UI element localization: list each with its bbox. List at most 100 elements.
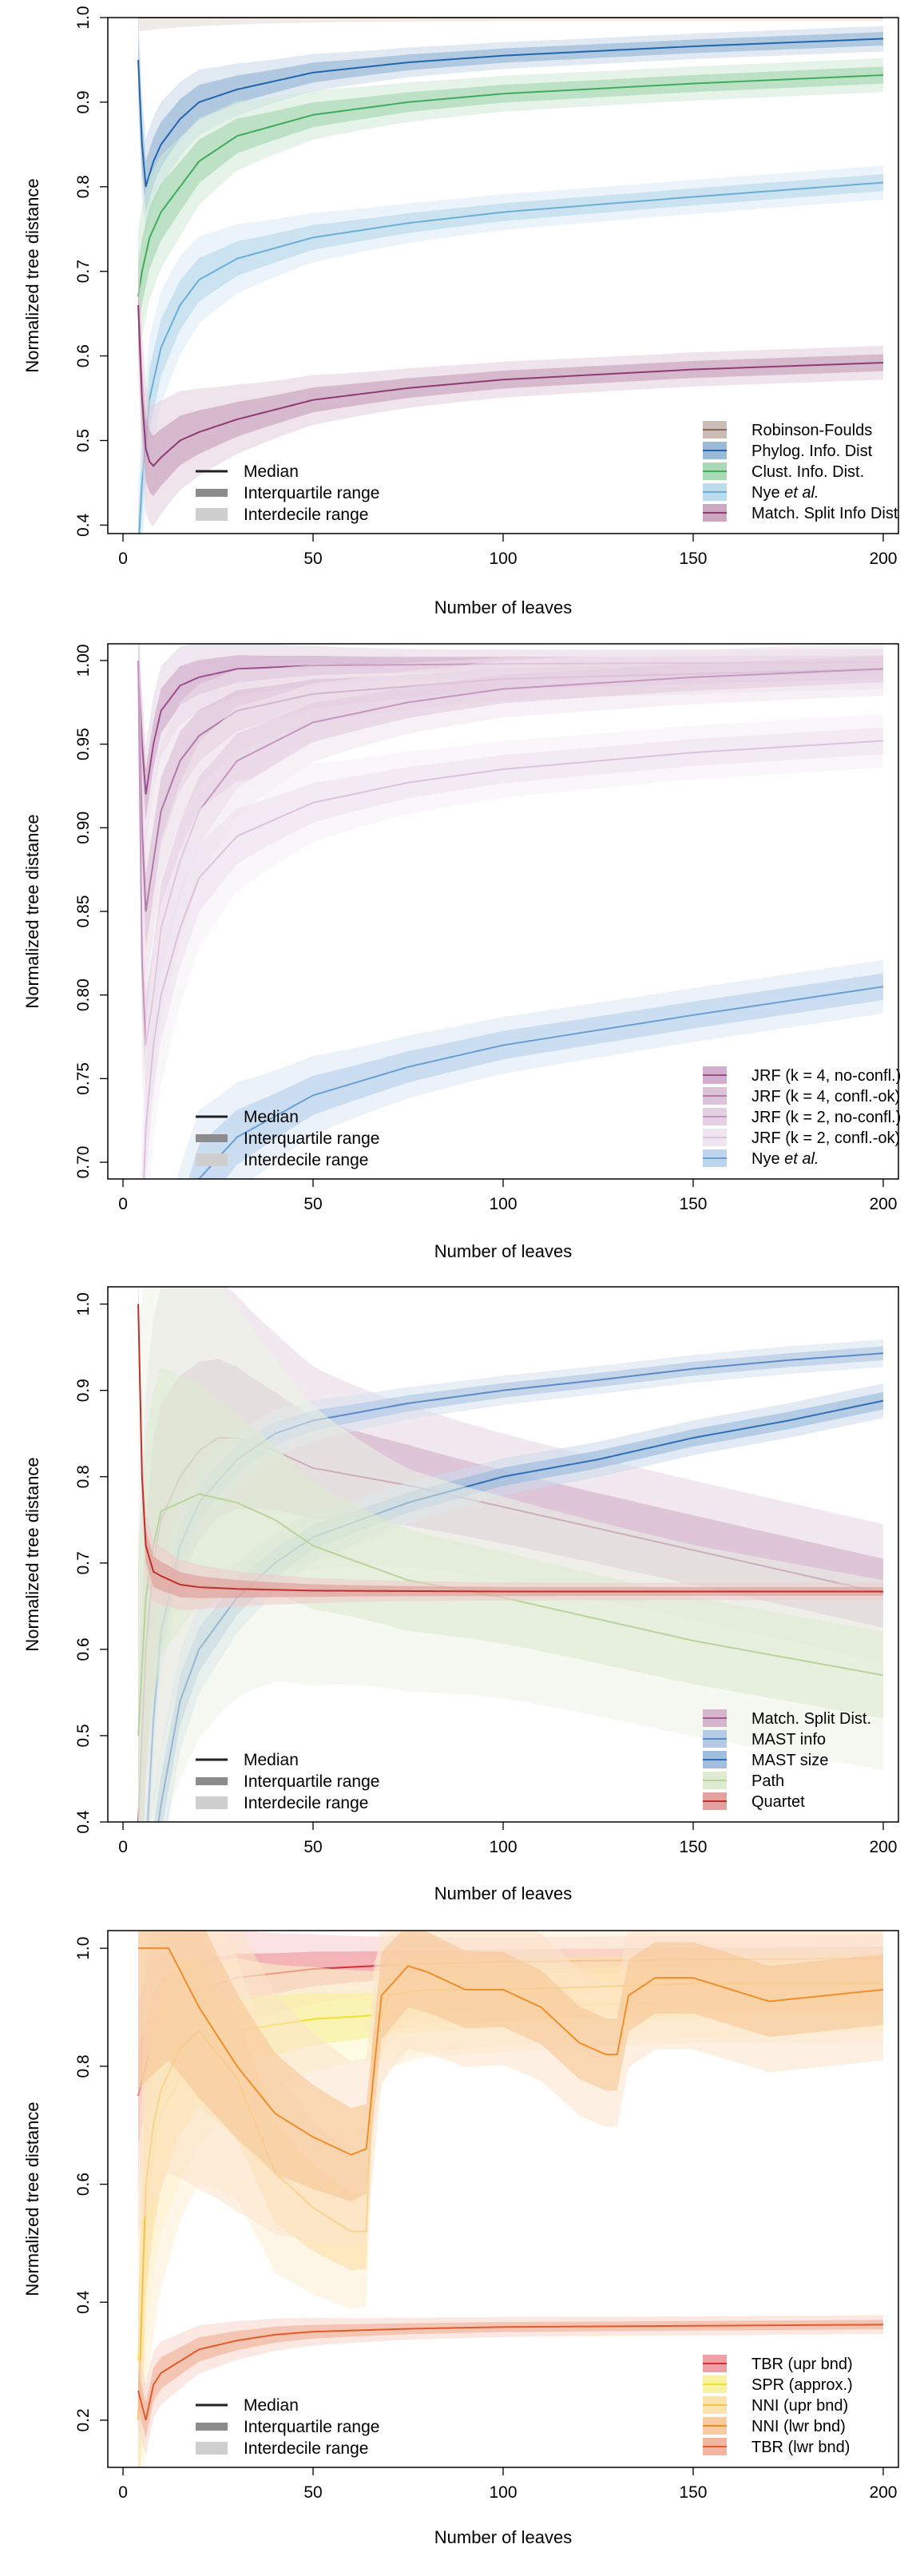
legend-label-4: Path xyxy=(751,1772,784,1790)
y-tick-label-3: 0.80 xyxy=(74,978,93,1011)
y-tick-label-2: 0.4 xyxy=(74,2290,93,2314)
legend-label-4: JRF (k = 2, confl.-ok) xyxy=(751,1129,900,1147)
x-tick-label-1: 0 xyxy=(118,1838,128,1856)
chart-panel-3: 0 50 100 150 200 0.4 0.5 0.6 0.7 0.8 0.9 1.0 Number … xyxy=(22,1286,899,1903)
legend-label-2: Phylog. Info. Dist xyxy=(751,443,873,460)
median-line-5 xyxy=(198,986,884,1179)
x-tick-label-2: 50 xyxy=(303,2483,322,2502)
x-tick-label-1: 0 xyxy=(118,2483,128,2502)
chart-panel-2: 0 50 100 150 200 0.70 0.75 0.80 0.85 0.90 0.95 1.00… xyxy=(22,643,901,1261)
band-legend-label-2: Interquartile range xyxy=(244,2418,379,2436)
band-interdecile-1 xyxy=(138,18,883,31)
legend-label-2: JRF (k = 4, confl.-ok) xyxy=(751,1088,900,1105)
band-interquartile-5 xyxy=(188,973,883,1179)
legend-label-1: TBR (upr bnd) xyxy=(751,2356,853,2373)
median-line-4 xyxy=(138,181,884,534)
band-interdecile-3 xyxy=(138,58,883,365)
band-interquartile-5 xyxy=(138,271,883,496)
band-legend-label-1: Median xyxy=(244,2396,299,2415)
x-tick-label-3: 100 xyxy=(489,2483,517,2502)
band-interdecile-4 xyxy=(140,713,883,1179)
y-tick-label-1: 0.2 xyxy=(74,2408,93,2431)
legend-label-5: TBR (lwr bnd) xyxy=(751,2439,850,2456)
band-legend-label-3: Interdecile range xyxy=(244,2439,368,2458)
y-tick-label-6: 0.9 xyxy=(74,1379,93,1402)
legend-label-1: JRF (k = 4, no-confl.) xyxy=(751,1067,901,1085)
y-tick-label-3: 0.6 xyxy=(74,344,93,367)
band-legend-label-3: Interdecile range xyxy=(244,1151,368,1169)
legend-label-3: JRF (k = 2, no-confl.) xyxy=(751,1109,901,1126)
x-tick-label-5: 200 xyxy=(869,2483,897,2502)
legend-label-5: Quartet xyxy=(751,1793,805,1811)
y-tick-label-3: 0.6 xyxy=(74,1637,93,1661)
y-axis-label: Normalized tree distance xyxy=(22,178,42,372)
legend-label-3: NNI (upr bnd) xyxy=(751,2397,848,2415)
y-axis-label: Normalized tree distance xyxy=(22,2102,42,2296)
legend-label-5: Match. Split Info Dist xyxy=(751,505,898,522)
median-line-3 xyxy=(137,74,884,297)
plot-area xyxy=(137,18,884,534)
y-axis-label: Normalized tree distance xyxy=(22,1457,42,1651)
y-tick-label-7: 1.00 xyxy=(74,645,93,677)
x-tick-label-1: 0 xyxy=(118,1195,128,1213)
legend-label-3: MAST size xyxy=(751,1752,828,1769)
y-tick-label-1: 0.70 xyxy=(74,1146,93,1179)
x-axis-label: Number of leaves xyxy=(434,2527,572,2547)
x-tick-label-1: 0 xyxy=(118,550,128,568)
y-tick-label-4: 0.7 xyxy=(74,260,93,283)
legend-label-3: Clust. Info. Dist. xyxy=(751,463,864,481)
y-tick-label-2: 0.5 xyxy=(74,1724,93,1747)
band-interquartile-4 xyxy=(138,1931,883,2202)
x-tick-label-4: 150 xyxy=(679,1838,707,1856)
legend-label-5: Nye et al. xyxy=(751,1150,819,1168)
median-line-5 xyxy=(137,1304,883,1593)
y-tick-label-1: 0.4 xyxy=(74,1810,93,1834)
median-line-4 xyxy=(143,740,884,1179)
x-tick-label-5: 200 xyxy=(869,1838,897,1856)
y-tick-label-4: 0.85 xyxy=(74,895,93,928)
band-legend-label-2: Interquartile range xyxy=(244,1129,379,1148)
y-tick-label-4: 0.8 xyxy=(74,2054,93,2078)
median-line-4 xyxy=(138,1947,884,2156)
x-tick-label-5: 200 xyxy=(869,550,897,568)
band-interdecile-3 xyxy=(138,644,883,1146)
x-tick-label-4: 150 xyxy=(679,1195,707,1213)
legend-label-2: MAST info xyxy=(751,1731,826,1748)
x-tick-label-2: 50 xyxy=(303,1838,322,1856)
x-tick-label-4: 150 xyxy=(679,2483,707,2502)
band-legend-label-1: Median xyxy=(244,1108,299,1126)
y-tick-label-7: 1.0 xyxy=(74,1292,93,1316)
legend-label-1: Robinson-Foulds xyxy=(751,422,872,439)
x-tick-label-2: 50 xyxy=(303,1195,322,1213)
median-line-5 xyxy=(137,2324,883,2421)
legend-label-4: NNI (lwr bnd) xyxy=(751,2418,846,2435)
plot-area xyxy=(137,1931,884,2467)
y-tick-label-5: 1.0 xyxy=(74,1937,93,1960)
y-tick-label-2: 0.75 xyxy=(74,1062,93,1095)
plot-area xyxy=(137,644,884,1179)
median-line-5 xyxy=(137,305,883,467)
x-tick-label-3: 100 xyxy=(489,1195,517,1213)
band-legend-label-1: Median xyxy=(244,462,299,481)
chart-panel-1: 0 50 100 150 200 0.4 0.5 0.6 0.7 0.8 0.9 1.0 Number … xyxy=(22,6,899,617)
x-tick-label-2: 50 xyxy=(303,550,322,568)
legend-label-2: SPR (approx.) xyxy=(751,2376,853,2394)
y-tick-label-6: 0.9 xyxy=(74,90,93,113)
band-legend-label-2: Interquartile range xyxy=(244,1772,379,1791)
y-tick-label-5: 0.8 xyxy=(74,1465,93,1488)
band-legend-label-3: Interdecile range xyxy=(244,1794,368,1812)
band-legend-label-1: Median xyxy=(244,1751,299,1769)
plot-area xyxy=(137,1287,884,1822)
y-axis-label: Normalized tree distance xyxy=(22,814,42,1008)
band-legend-label-3: Interdecile range xyxy=(244,506,368,524)
x-axis-label: Number of leaves xyxy=(434,597,572,617)
y-tick-label-2: 0.5 xyxy=(74,429,93,452)
y-tick-label-4: 0.7 xyxy=(74,1551,93,1574)
y-tick-label-3: 0.6 xyxy=(74,2173,93,2196)
chart-panel-4: 0 50 100 150 200 0.2 0.4 0.6 0.8 1.0 Number of lea… xyxy=(22,1930,899,2547)
y-tick-label-6: 0.95 xyxy=(74,728,93,760)
y-tick-label-5: 0.8 xyxy=(74,175,93,198)
y-tick-label-1: 0.4 xyxy=(74,513,93,537)
x-tick-label-4: 150 xyxy=(679,550,707,568)
